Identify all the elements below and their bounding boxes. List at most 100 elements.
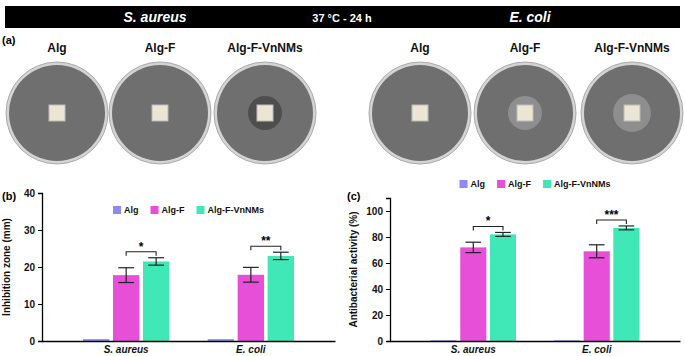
error-cap (465, 252, 481, 253)
legend-swatch (113, 206, 121, 214)
tick: 0 (29, 336, 42, 347)
tick-label: S. aureus (104, 344, 149, 355)
y-axis: 020406080100 (366, 199, 390, 347)
error-stem (250, 267, 251, 282)
panel-label: (b) (2, 190, 16, 202)
tick-label: 100 (366, 206, 383, 217)
x-axis: S. aureus E. coli (391, 341, 681, 355)
tick-mark (38, 341, 42, 342)
dish-agar (372, 65, 468, 161)
error-cap (243, 282, 259, 283)
bar (208, 339, 234, 341)
tick: 10 (24, 299, 42, 310)
tick: 40 (372, 284, 390, 295)
plot-marks (83, 252, 294, 341)
tick: E. coli (582, 341, 612, 355)
tick-label: 60 (372, 258, 384, 269)
bar (460, 247, 486, 341)
error-stem (156, 258, 157, 265)
bar (431, 340, 457, 341)
error-bar (118, 268, 134, 283)
bar (83, 339, 109, 341)
dish-agar (217, 65, 313, 161)
tick-mark (386, 315, 390, 316)
banner-text: E. coli (509, 9, 551, 25)
bar (143, 261, 169, 341)
error-stem (596, 245, 597, 258)
error-stem (473, 242, 474, 252)
tick: 80 (372, 232, 390, 243)
sample-label: Alg (410, 41, 429, 55)
tick: E. coli (236, 341, 266, 355)
dish-rim (6, 62, 108, 164)
error-stem (126, 268, 127, 283)
legend-item: Alg (460, 179, 486, 189)
legend-label: Alg-F (508, 179, 531, 189)
legend: Alg Alg-F Alg-F-VnNMs (113, 205, 264, 215)
dish-agar (477, 65, 573, 161)
error-cap (589, 244, 605, 245)
significance-label: *** (605, 208, 619, 222)
tick: 20 (372, 310, 390, 321)
dish-halo (508, 96, 542, 130)
banner-text: S. aureus (123, 9, 186, 25)
y-axis: 0 10 20 30 40 (24, 188, 43, 347)
error-cap (118, 282, 134, 283)
sample-disc (517, 105, 533, 121)
tick: 20 (24, 262, 42, 273)
banner-text: 37 °C - 24 h (312, 12, 372, 24)
legend-swatch (460, 180, 468, 188)
legend-item: Alg (113, 205, 139, 215)
axis-line (38, 194, 43, 342)
axis-line (386, 199, 391, 342)
dish-rim (109, 62, 211, 164)
tick: S. aureus (451, 341, 496, 355)
legend-swatch (543, 180, 551, 188)
error-cap (273, 259, 289, 260)
tick-label: 80 (372, 232, 384, 243)
bar (554, 340, 580, 341)
legend-item: Alg-F-VnNMs (197, 205, 265, 215)
legend-label: Alg-F (162, 205, 185, 215)
dish-agar (112, 65, 208, 161)
error-cap (148, 265, 164, 266)
error-stem (280, 252, 281, 259)
tick-mark (386, 263, 390, 264)
sample-disc (412, 105, 428, 121)
y-axis-title: Antibacterial activity (%) (348, 211, 359, 327)
dish-rim (214, 62, 316, 164)
bar (268, 256, 294, 341)
y-axis-title: Inhibition zone (mm) (1, 218, 12, 316)
bar-chart: 020406080100S. aureusE. coliAntibacteria… (347, 179, 681, 355)
tick-label: 20 (24, 262, 36, 273)
bar (490, 234, 516, 341)
plot-marks (431, 226, 640, 341)
error-cap (619, 229, 635, 230)
error-cap (118, 267, 134, 268)
legend-swatch (151, 206, 159, 214)
bar (584, 251, 610, 341)
tick-label: S. aureus (451, 344, 496, 355)
bar (238, 275, 264, 341)
tick-label: 30 (24, 225, 36, 236)
tick: 40 (24, 188, 42, 199)
sample-disc (152, 105, 168, 121)
axis-line (391, 341, 681, 342)
sample-label: Alg-F (510, 41, 541, 55)
error-cap (589, 257, 605, 258)
legend-label: Alg (124, 205, 139, 215)
legend-swatch (497, 180, 505, 188)
error-bar (148, 258, 164, 265)
tick-label: 10 (24, 299, 36, 310)
sample-disc (257, 105, 273, 121)
tick-mark (38, 230, 42, 231)
tick: 100 (366, 206, 390, 217)
error-bar (273, 252, 289, 259)
panel-a: S. aureus37 °C - 24 hE. coliAlgAlg-FAlg-… (2, 6, 683, 164)
legend-label: Alg (471, 179, 486, 189)
tick: 30 (24, 225, 42, 236)
panel-label: (c) (347, 190, 361, 202)
legend-label: Alg-F-VnNMs (208, 205, 265, 215)
error-cap (495, 232, 511, 233)
panel-label: (a) (2, 34, 16, 46)
